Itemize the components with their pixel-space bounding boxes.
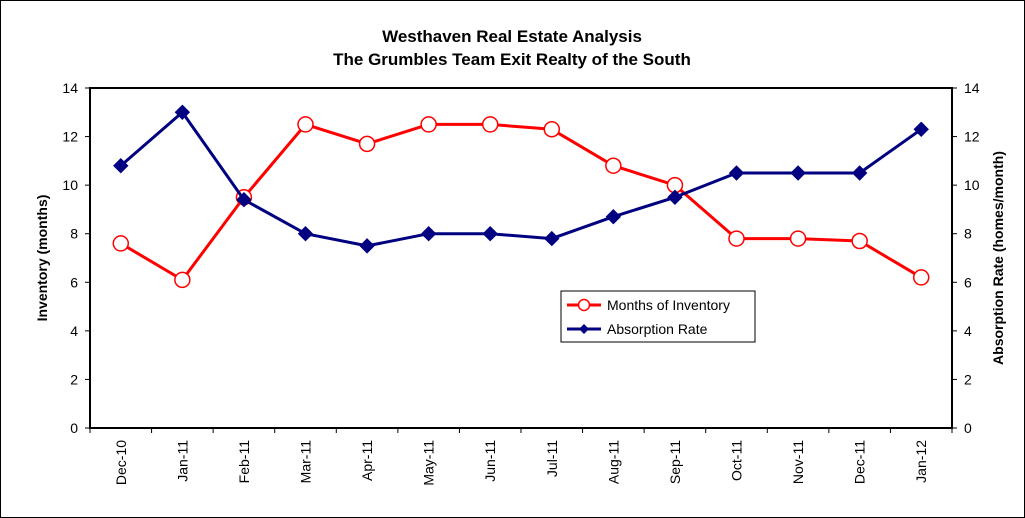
data-point-diamond [913,121,929,137]
y-tick-label-left: 10 [62,177,78,193]
y-tick-label-left: 14 [62,80,78,96]
legend-label: Months of Inventory [607,297,730,313]
y-tick-label-right: 0 [964,420,972,436]
y-tick-label-right: 10 [964,177,980,193]
data-point-circle [112,235,130,252]
data-point-diamond [113,158,129,174]
data-point-circle [481,116,499,133]
data-point-circle [851,232,868,250]
y-tick-label-left: 2 [70,371,78,387]
y-tick-label-left: 0 [70,420,78,436]
chart-title: Westhaven Real Estate Analysis [382,27,642,46]
data-point-diamond [605,209,622,225]
data-point-circle [174,271,191,289]
x-tick-label: Jun-11 [482,440,498,482]
plot-area: 0 0 2 2 4 4 6 6 8 8 10 10 12 12 14 14 Dec-10 Jan-11 Feb-11… [62,80,979,486]
x-tick-label: Feb-11 [236,440,252,484]
data-point-diamond [667,189,683,205]
x-tick-label: Sep-11 [667,440,683,484]
y-tick-label-left: 8 [70,226,78,242]
x-tick-label: Jan-12 [913,440,929,483]
legend-marker-diamond [579,324,589,334]
data-point-diamond [851,165,868,181]
data-point-circle [912,269,930,286]
data-point-circle [789,230,807,247]
y-tick-label-right: 12 [964,129,980,145]
x-tick-label: Aug-11 [605,440,621,484]
x-tick-label: Jan-11 [174,440,190,482]
data-point-circle [605,157,622,174]
data-point-diamond [420,226,437,242]
data-point-circle [543,121,561,138]
y-tick-label-right: 8 [964,226,972,242]
y-tick-label-right: 2 [964,371,972,387]
y-axis-right-title: Absorption Rate (homes/month) [990,151,1006,365]
y-tick-label-left: 12 [62,129,78,145]
series-line [119,110,923,248]
x-tick-label: Nov-11 [790,440,806,484]
y-axis-left-title: Inventory (months) [34,195,50,322]
data-point-diamond [359,238,375,254]
y-tick-label-right: 6 [964,274,972,290]
legend-box [560,290,756,343]
data-point-diamond [482,226,498,242]
y-tick-label-left: 4 [70,323,78,339]
data-point-diamond [297,226,314,242]
x-tick-label: Dec-10 [113,440,129,485]
series-line [120,122,922,282]
chart-subtitle: The Grumbles Team Exit Realty of the Sou… [333,50,691,69]
data-point-circle [420,116,437,133]
data-point-diamond [790,165,806,181]
x-tick-label: Oct-11 [729,440,745,481]
x-tick-label: Dec-11 [852,440,868,484]
data-point-diamond [174,104,191,120]
y-tick-label-right: 14 [964,80,980,96]
plot-border [89,87,953,429]
x-tick-label: Jul-11 [544,440,560,477]
x-tick-label: May-11 [421,440,437,486]
data-point-circle [358,135,376,153]
y-tick-label-right: 4 [964,323,972,339]
data-point-diamond [236,192,252,208]
data-point-circle [728,230,745,247]
x-tick-label: Apr-11 [359,440,375,481]
legend-label: Absorption Rate [607,321,708,337]
data-point-circle [297,116,314,133]
data-point-diamond [728,165,745,181]
data-point-diamond [544,230,560,247]
y-tick-label-left: 6 [70,274,78,290]
legend-marker-circle [577,298,591,312]
x-tick-label: Mar-11 [298,440,314,484]
